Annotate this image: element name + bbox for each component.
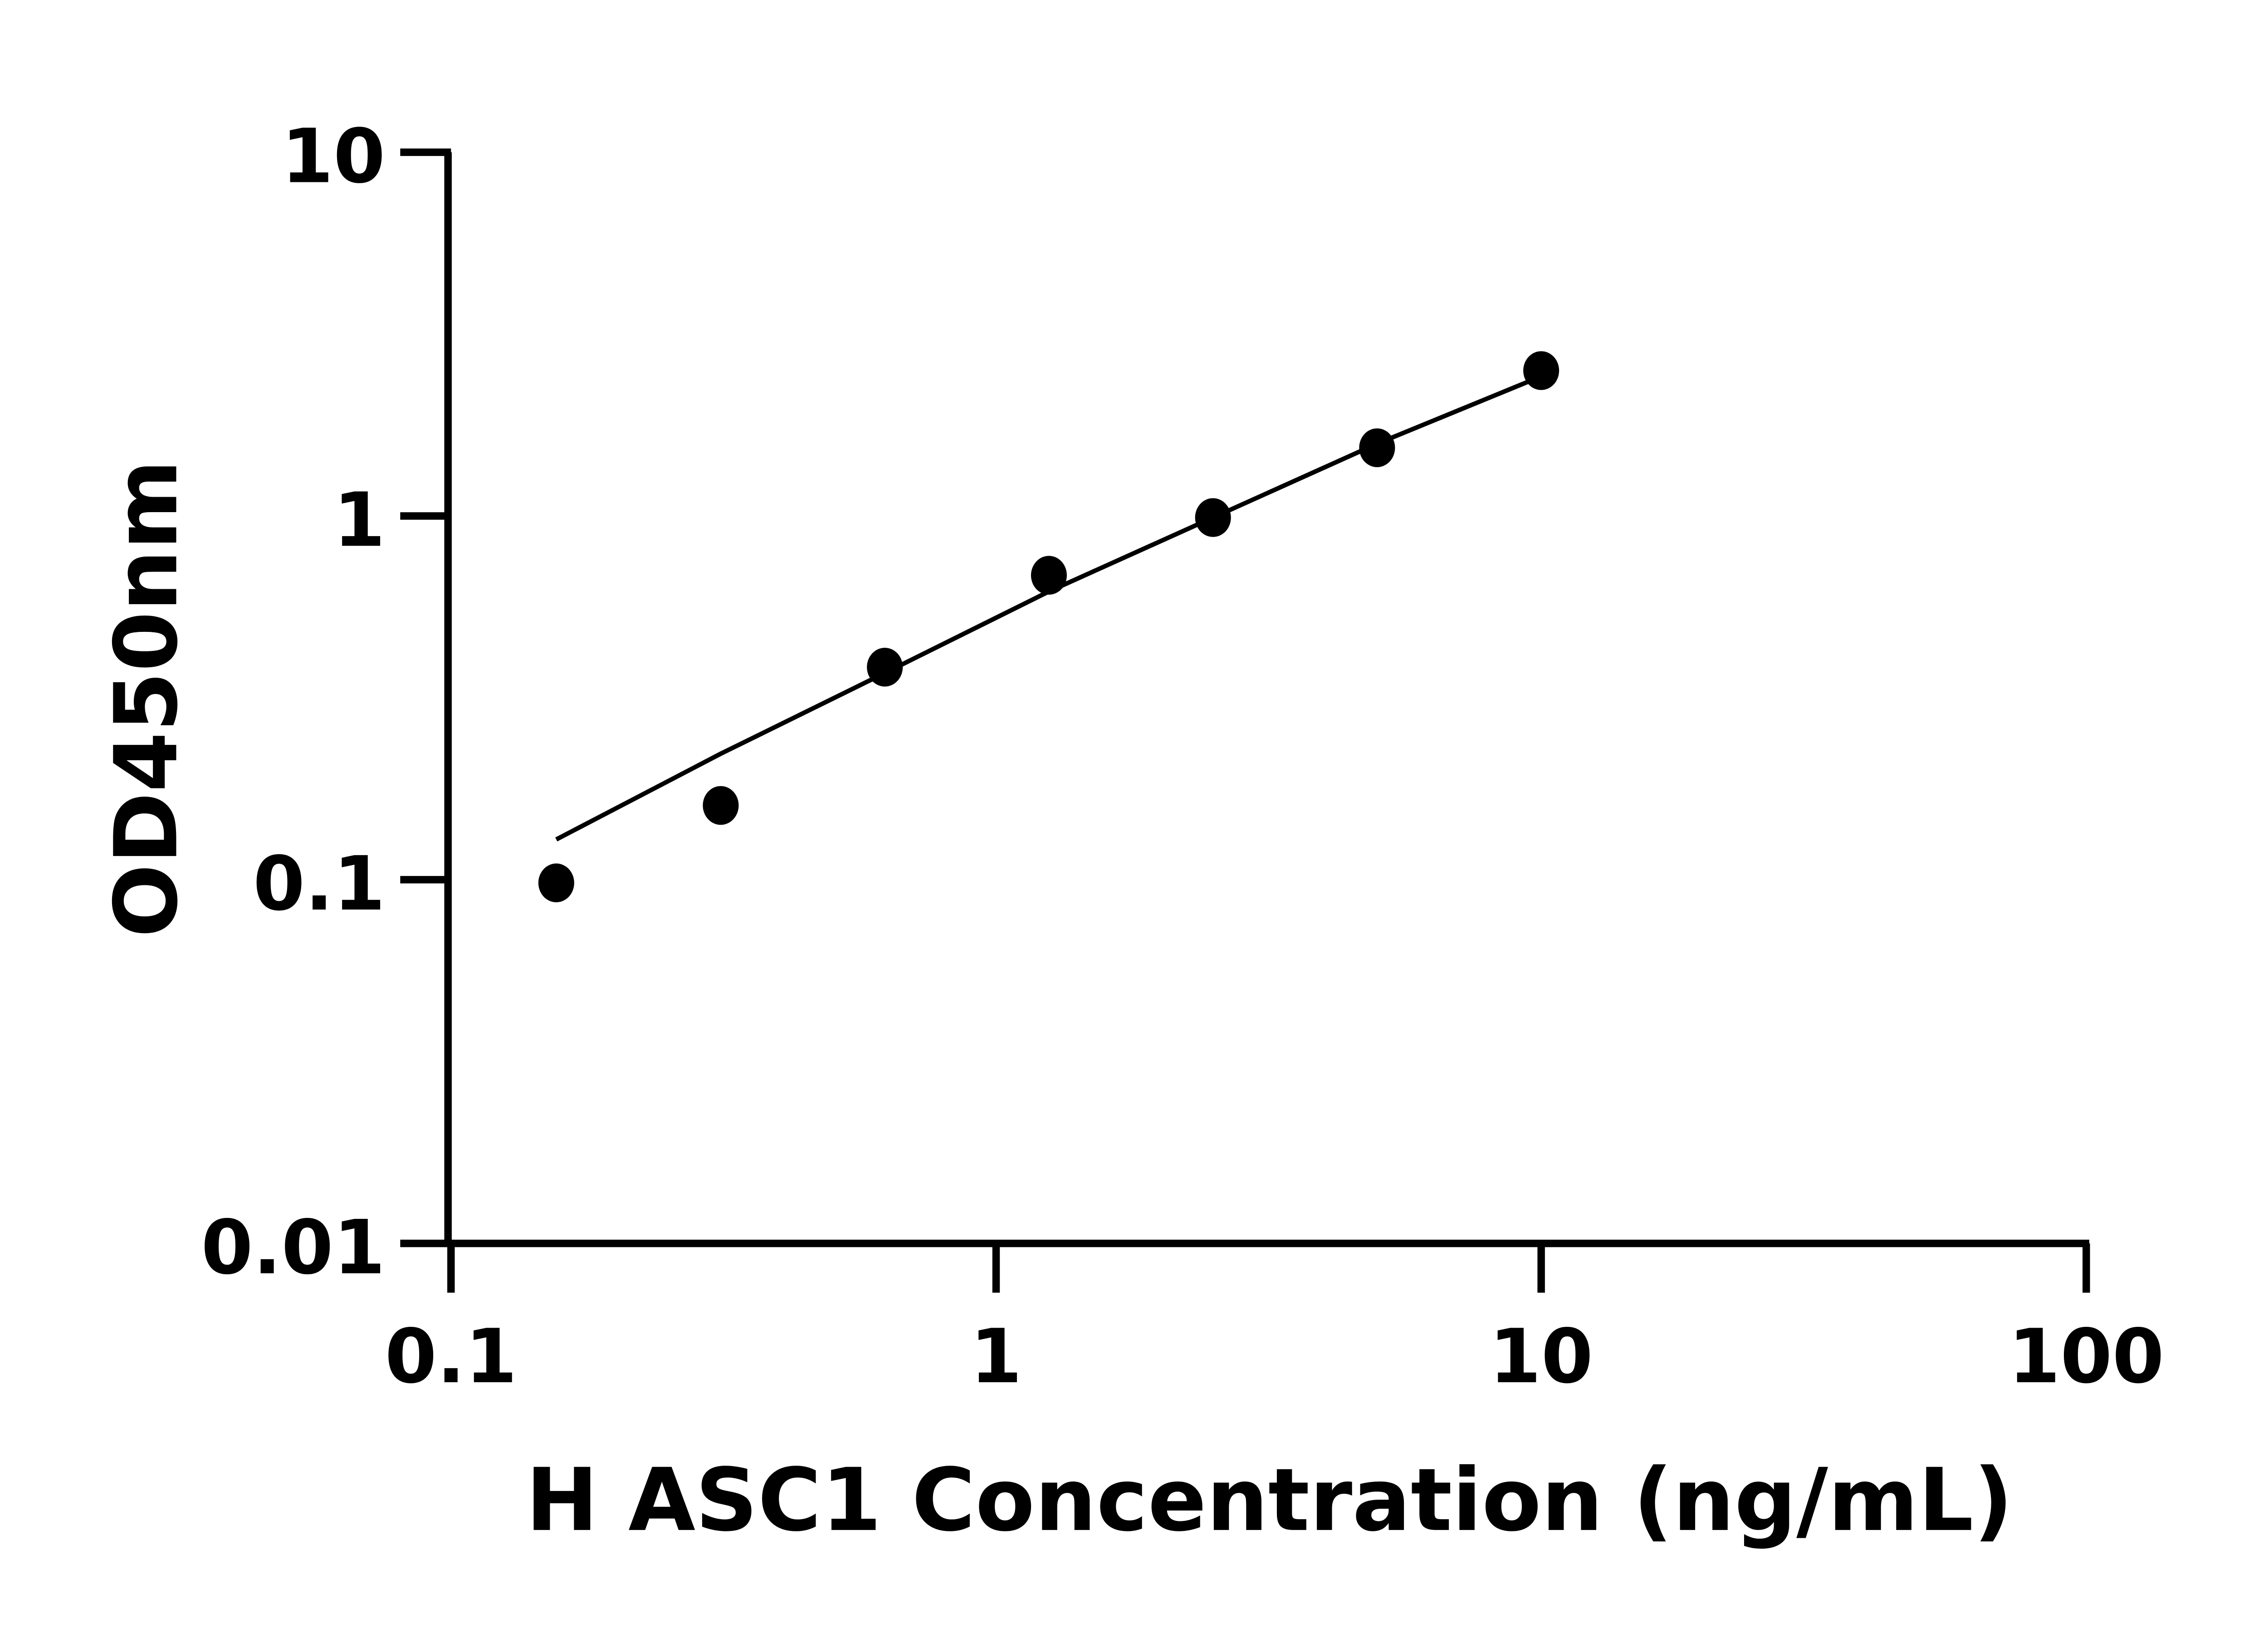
- y-tick-label: 0.1: [253, 840, 386, 927]
- data-point: [1359, 428, 1395, 467]
- y-axis-label: OD450nm: [96, 460, 197, 938]
- data-point: [867, 647, 903, 687]
- data-point: [538, 863, 574, 903]
- y-tick-label: 0.01: [201, 1204, 385, 1291]
- x-tick-label: 0.1: [385, 1313, 517, 1400]
- x-tick-label: 10: [1489, 1313, 1593, 1400]
- x-axis-label: H ASC1 Concentration (ng/mL): [526, 1450, 2013, 1551]
- data-point: [703, 786, 739, 825]
- data-point: [1523, 351, 1559, 390]
- data-point: [1195, 498, 1231, 537]
- y-tick-label: 1: [333, 476, 386, 563]
- data-point: [1031, 556, 1067, 595]
- x-tick-label: 1: [970, 1313, 1022, 1400]
- y-tick-label: 10: [281, 113, 385, 200]
- data-points-group: [538, 351, 1559, 903]
- x-tick-label: 100: [2009, 1313, 2165, 1400]
